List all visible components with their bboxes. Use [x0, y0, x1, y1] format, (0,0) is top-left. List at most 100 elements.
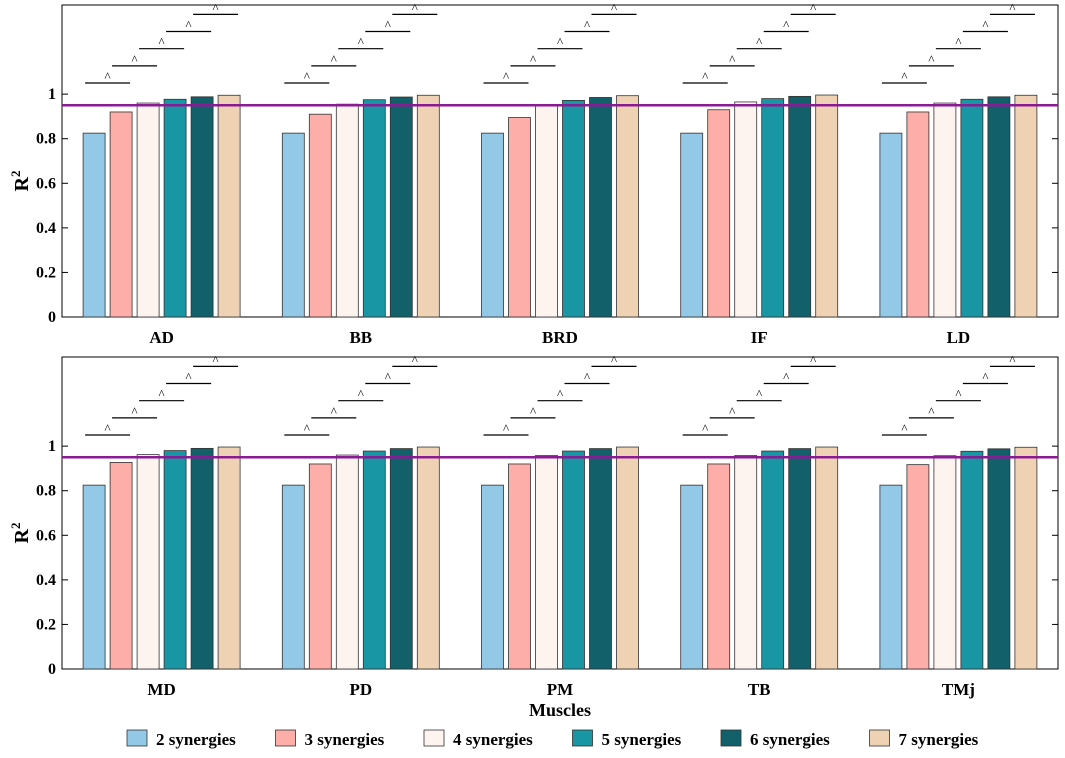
bar — [217, 94, 241, 318]
significance-marker: ^ — [928, 404, 934, 419]
bar — [906, 464, 930, 670]
category-label: IF — [751, 328, 768, 347]
significance-marker: ^ — [982, 18, 988, 33]
bottom-panel: MD PD PM TB TMj 0 0.2 0.4 0.6 0.8 1 R2 M… — [8, 352, 1059, 720]
bar — [308, 463, 332, 670]
significance-marker: ^ — [105, 69, 111, 84]
bar — [82, 484, 106, 670]
bar — [761, 98, 785, 318]
bar — [109, 111, 133, 318]
bar — [562, 99, 585, 318]
y-axis-label-base: R — [11, 528, 33, 543]
bar — [481, 484, 504, 670]
bar — [335, 454, 359, 670]
significance-marker: ^ — [530, 404, 536, 419]
category-label: AD — [149, 328, 174, 347]
significance-marker: ^ — [385, 18, 391, 33]
significance-marker: ^ — [132, 52, 138, 67]
bar — [680, 484, 704, 670]
legend-swatch — [869, 729, 890, 747]
legend-swatch — [126, 729, 148, 747]
bar — [879, 484, 903, 670]
significance-marker: ^ — [159, 387, 165, 402]
category-label: PD — [349, 680, 372, 699]
legend-swatch — [572, 729, 593, 747]
bar — [335, 103, 359, 318]
significance-marker: ^ — [503, 421, 509, 436]
significance-marker: ^ — [756, 35, 762, 50]
significance-marker: ^ — [810, 0, 816, 15]
y-axis-label-superscript: 2 — [8, 171, 23, 178]
bar — [362, 450, 386, 670]
bar — [815, 94, 839, 318]
bar — [562, 450, 585, 670]
bar — [761, 450, 785, 670]
bar — [707, 109, 731, 318]
significance-marker: ^ — [584, 18, 590, 33]
y-tick-label: 0.8 — [36, 483, 56, 500]
significance-marker: ^ — [901, 421, 907, 436]
significance-marker: ^ — [611, 352, 617, 367]
bar — [389, 96, 413, 318]
bar — [933, 102, 957, 318]
bar — [308, 113, 332, 318]
significance-marker: ^ — [304, 421, 310, 436]
bar — [788, 95, 812, 318]
bar — [163, 98, 187, 318]
bar — [389, 448, 413, 670]
category-label: TMj — [942, 680, 975, 699]
significance-marker: ^ — [1009, 0, 1015, 15]
y-axis-label: R2 — [8, 523, 33, 544]
significance-marker: ^ — [928, 52, 934, 67]
significance-marker: ^ — [530, 52, 536, 67]
significance-marker: ^ — [304, 69, 310, 84]
significance-marker: ^ — [331, 404, 337, 419]
y-tick-label: 0 — [48, 309, 56, 326]
category-label: BRD — [542, 328, 578, 347]
significance-marker: ^ — [213, 352, 219, 367]
bar — [416, 446, 440, 670]
bar — [281, 132, 305, 318]
bar — [589, 448, 612, 670]
bar — [163, 450, 187, 670]
bar — [987, 448, 1011, 670]
y-tick-label: 0.6 — [36, 175, 56, 192]
significance-marker: ^ — [783, 18, 789, 33]
y-tick-label: 0.4 — [36, 220, 56, 237]
significance-marker: ^ — [1009, 352, 1015, 367]
bar — [109, 462, 133, 670]
significance-marker: ^ — [810, 352, 816, 367]
bar — [362, 99, 386, 318]
y-tick-label: 0 — [48, 661, 56, 678]
y-tick-label: 1 — [48, 86, 56, 103]
significance-marker: ^ — [901, 69, 907, 84]
bar — [508, 117, 531, 318]
significance-marker: ^ — [385, 370, 391, 385]
y-tick-label: 1 — [48, 438, 56, 455]
bar — [960, 450, 984, 670]
significance-marker: ^ — [159, 35, 165, 50]
bar — [190, 447, 214, 670]
significance-marker: ^ — [412, 0, 418, 15]
significance-marker: ^ — [729, 404, 735, 419]
legend-swatch — [720, 729, 742, 747]
bar — [960, 98, 984, 318]
bar — [82, 132, 106, 318]
bar — [788, 448, 812, 670]
significance-marker: ^ — [584, 370, 590, 385]
bar — [815, 446, 839, 670]
significance-marker: ^ — [503, 69, 509, 84]
category-label: TB — [748, 680, 771, 699]
bar — [589, 97, 612, 318]
bar — [1014, 446, 1038, 670]
bar — [680, 132, 704, 318]
significance-marker: ^ — [702, 421, 708, 436]
significance-marker: ^ — [783, 370, 789, 385]
legend-label: 5 synergies — [602, 730, 682, 749]
significance-marker: ^ — [729, 52, 735, 67]
significance-marker: ^ — [557, 35, 563, 50]
legend-label: 3 synergies — [305, 730, 385, 749]
significance-marker: ^ — [105, 421, 111, 436]
significance-marker: ^ — [955, 35, 961, 50]
